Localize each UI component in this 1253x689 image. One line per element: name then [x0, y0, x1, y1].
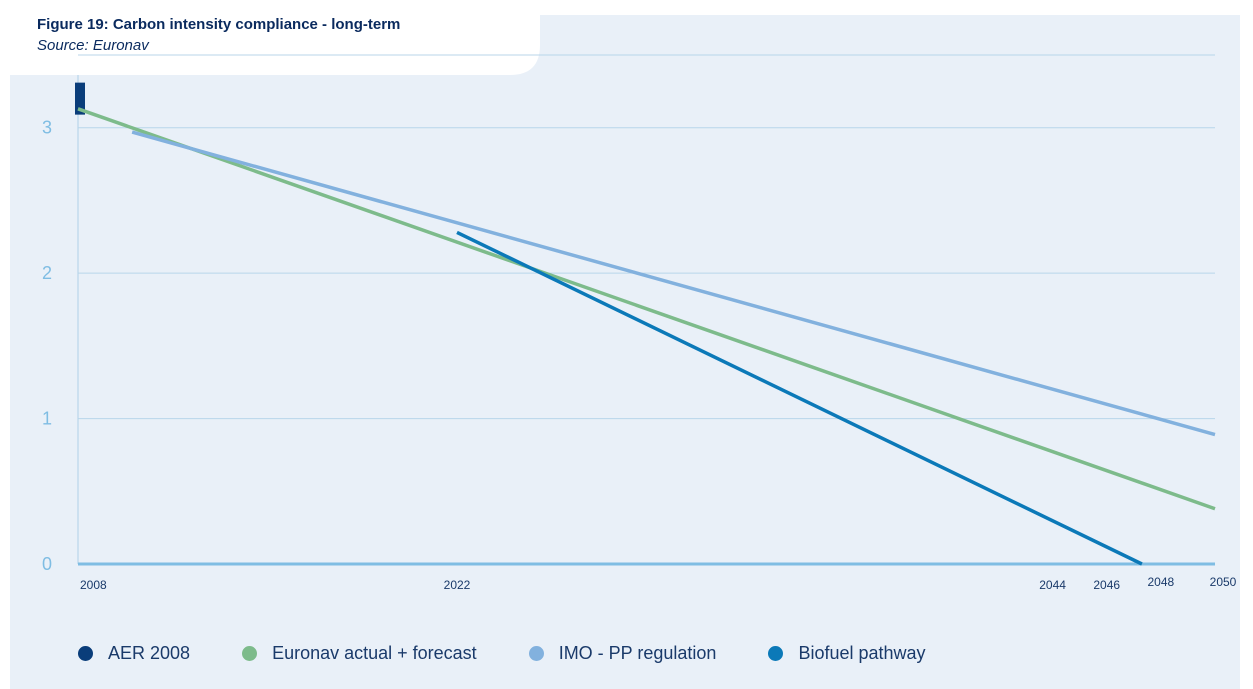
y-tick-label-1: 1	[42, 409, 52, 429]
x-tick-label-2046: 2046	[1093, 578, 1120, 592]
y-tick-label-3: 3	[42, 118, 52, 138]
x-tick-label-2048: 2048	[1148, 575, 1175, 589]
legend-dot-biofuel	[768, 646, 784, 661]
x-tick-label-2008: 2008	[80, 578, 107, 592]
series-line-imo-pp-regulation	[131, 130, 1216, 437]
legend-dot-euronav	[242, 646, 258, 661]
figure-source: Source: Euronav	[37, 37, 149, 54]
legend-label-aer-2008: AER 2008	[108, 643, 191, 663]
legend-label-imo: IMO - PP regulation	[558, 643, 717, 663]
legend-item-euronav: Euronav actual + forecast	[242, 643, 477, 664]
legend-item-imo: IMO - PP regulation	[528, 643, 717, 664]
figure-title: Figure 19: Carbon intensity compliance -…	[37, 16, 401, 33]
legend-dot-aer-2008	[78, 646, 93, 661]
series-line-biofuel-pathway	[456, 230, 1143, 566]
legend-label-biofuel: Biofuel pathway	[798, 643, 926, 663]
series-marker-aer-2008	[75, 82, 85, 115]
tick-layer: 0 1 2 3 2008 2022 2044 2046 2048 2050	[42, 118, 1237, 592]
legend-item-biofuel: Biofuel pathway	[768, 643, 926, 664]
axis-layer	[77, 75, 1215, 566]
x-tick-label-2044: 2044	[1039, 578, 1066, 592]
y-tick-label-2: 2	[42, 263, 52, 283]
chart-legend: AER 2008 Euronav actual + forecast IMO -…	[78, 643, 978, 664]
x-tick-label-2022: 2022	[444, 578, 471, 592]
legend-dot-imo	[528, 646, 544, 661]
title-block: Figure 19: Carbon intensity compliance -…	[0, 0, 539, 76]
x-tick-label-2050: 2050	[1210, 575, 1237, 589]
series-line-euronav-actual-forecast	[77, 107, 1216, 511]
grid-layer	[78, 54, 1215, 420]
legend-item-aer-2008: AER 2008	[78, 643, 190, 664]
y-tick-label-0: 0	[42, 554, 52, 574]
series-layer	[75, 82, 1216, 566]
legend-label-euronav: Euronav actual + forecast	[272, 643, 477, 663]
